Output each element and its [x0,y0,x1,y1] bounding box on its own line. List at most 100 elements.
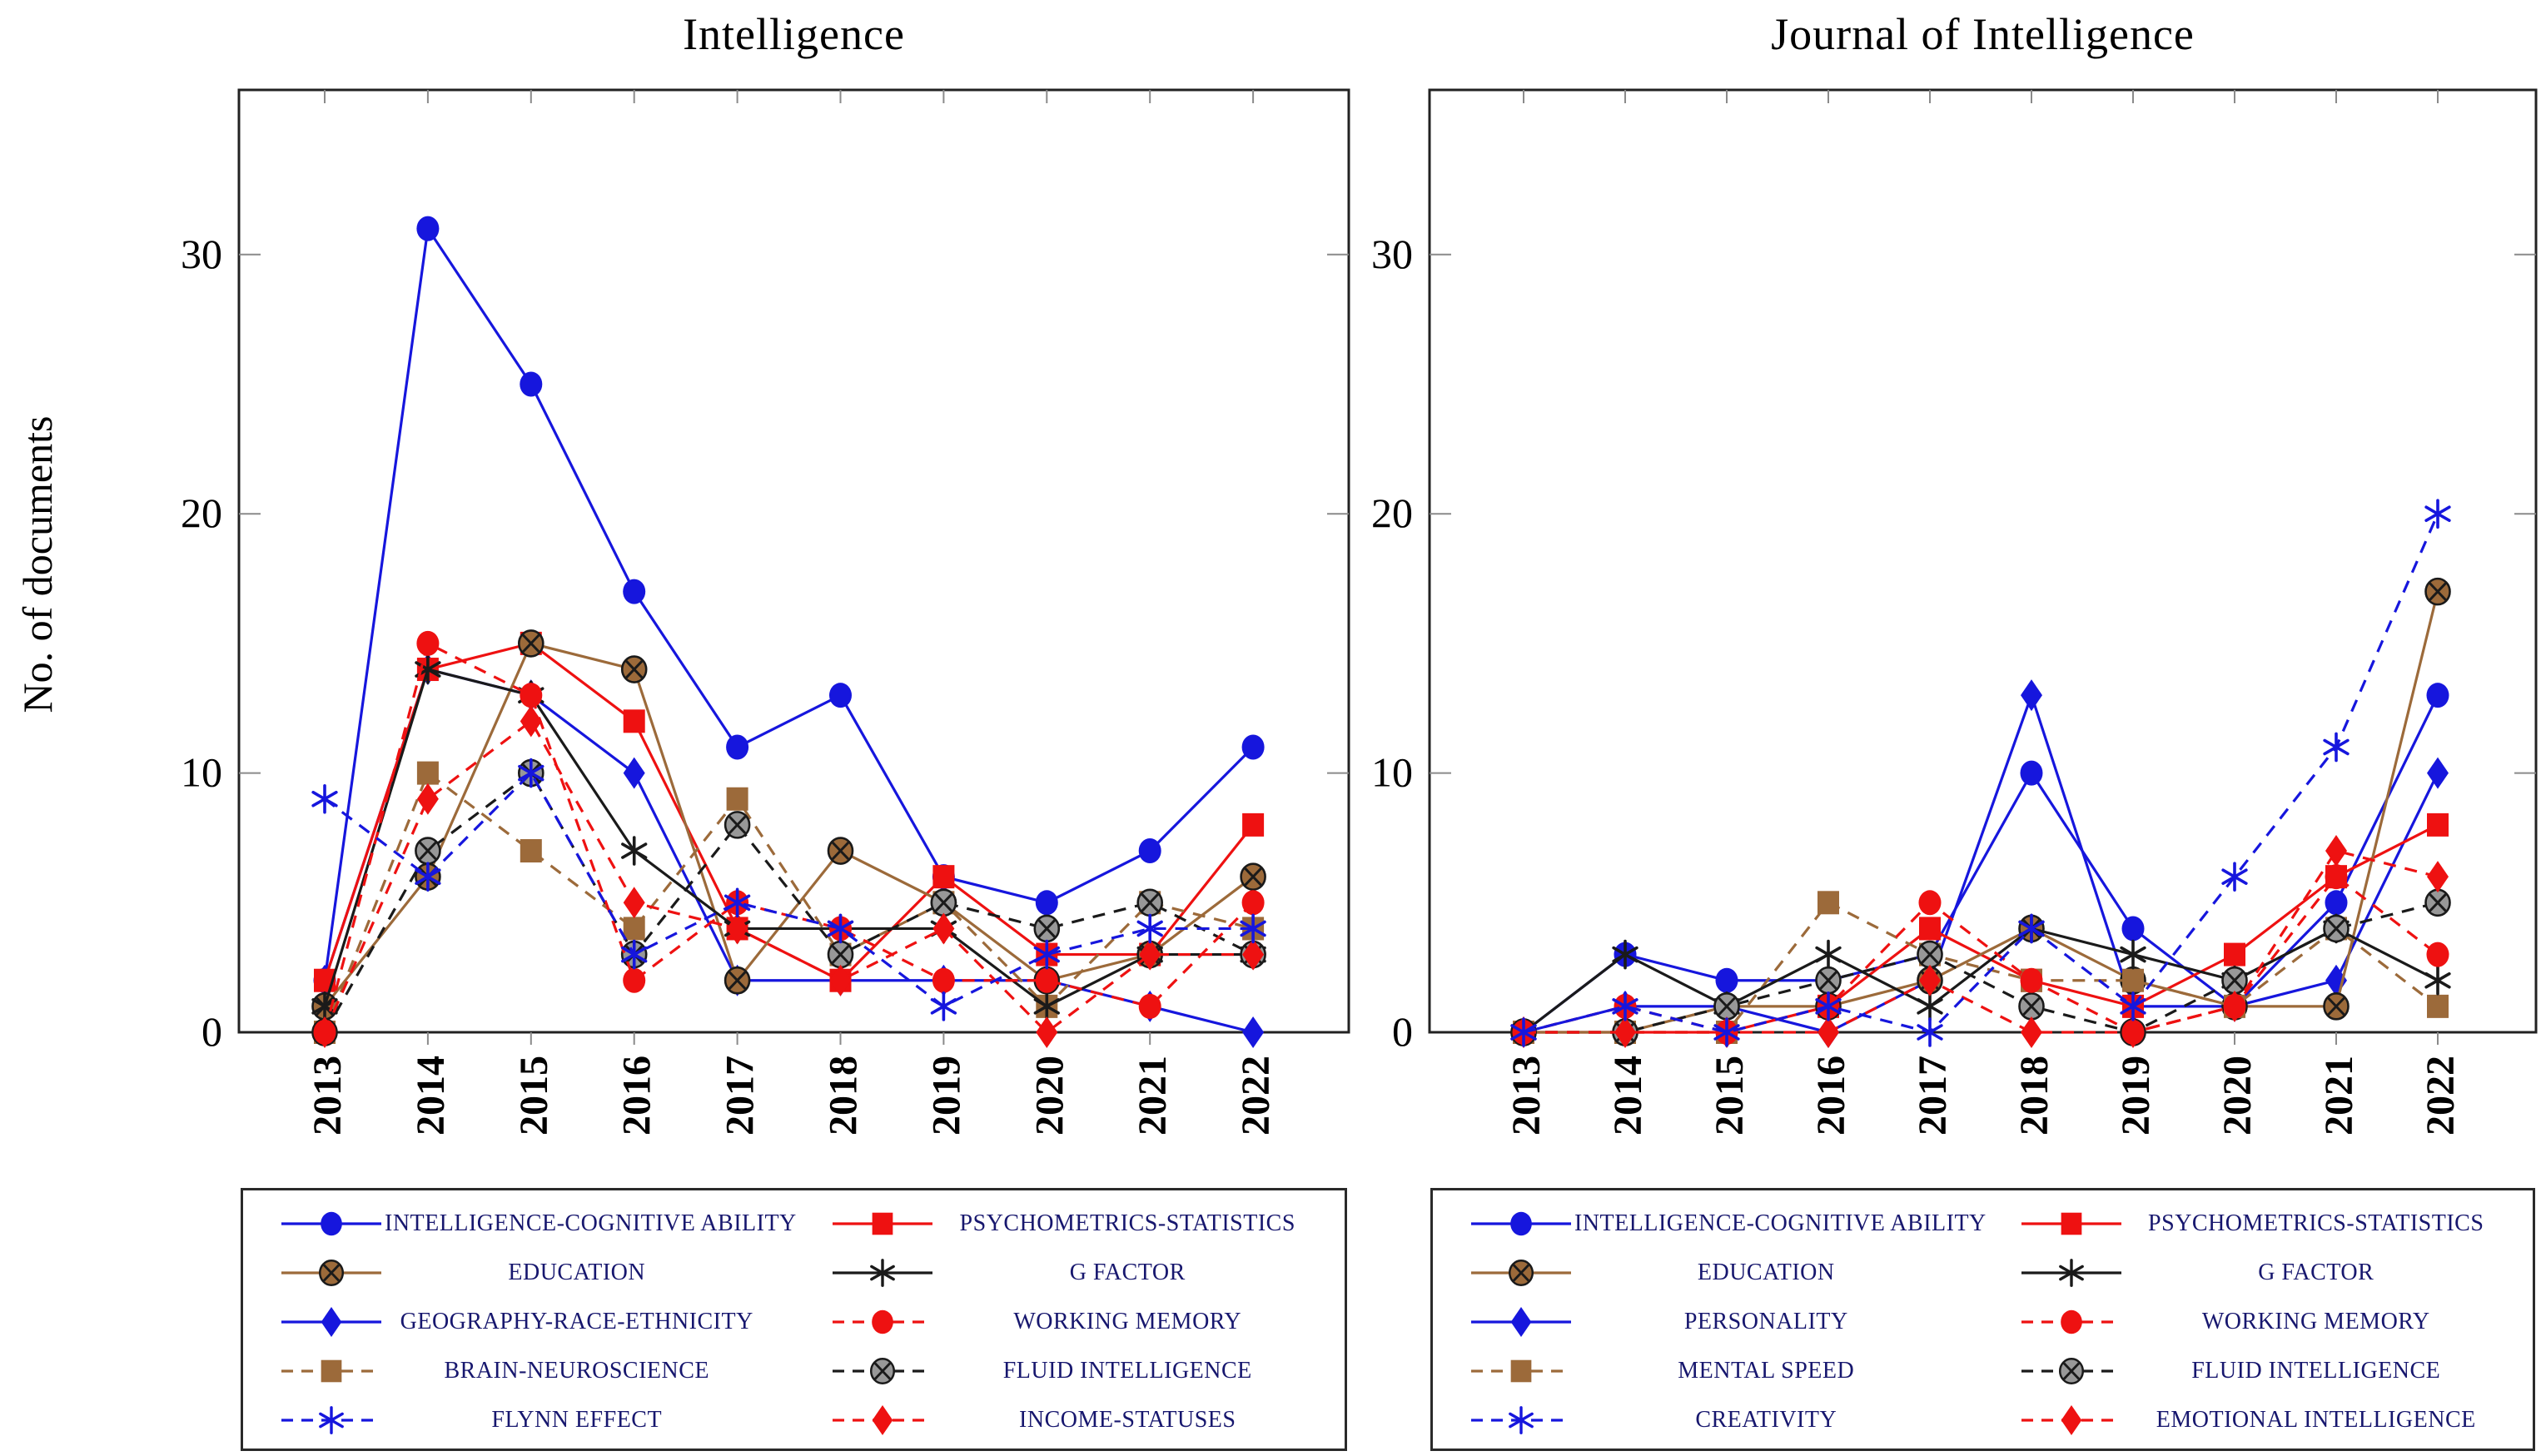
legend-entry: CREATIVITY [1433,1395,1983,1444]
series-line [323,771,1254,1033]
data-point-marker [2224,942,2245,967]
legend-entry: INCOME-STATUSES [794,1395,1345,1444]
legend-label: EMOTIONAL INTELLIGENCE [2156,1406,2476,1433]
legend-label: WORKING MEMORY [1013,1308,1242,1334]
series-line [323,668,1254,1008]
series-fluid-intelligence [311,758,1266,1046]
x-tick-label: 2017 [1911,1056,1955,1135]
legend-swatch-star-icon [281,1405,381,1434]
data-point-marker [2221,862,2248,892]
data-point-marker [2021,1016,2042,1048]
data-point-marker [1035,967,1058,993]
right-chart-legend: INTELLIGENCE-COGNITIVE ABILITY EDUCATION P… [1430,1188,2535,1451]
series-line [323,668,1254,1034]
legend-label: FLUID INTELLIGENCE [1002,1357,1252,1384]
chart-1: 2013 2014 2015 2016 2017 2018 2019 2020 2021 2022… [1371,88,2538,1135]
y-tick-label: 0 [201,1008,222,1055]
data-point-marker [314,1016,336,1048]
data-point-marker [621,836,648,866]
y-tick-label: 30 [181,231,222,277]
series-line [1523,694,2439,1034]
legend-label: PSYCHOMETRICS-STATISTICS [959,1210,1295,1236]
series-working-memory [313,630,1265,1045]
legend-marker-icon [321,1306,342,1337]
legend-marker-icon [869,1258,895,1287]
data-point-marker [1715,967,1738,993]
legend-label: MENTAL SPEED [1678,1357,1855,1384]
data-point-marker [724,887,751,918]
legend-swatch-diamond-icon [1471,1306,1571,1337]
data-point-marker [620,655,648,683]
legend-swatch-circle-x-icon [832,1357,932,1384]
x-tick-label: 2014 [1606,1056,1650,1135]
series-income-statuses [314,705,1265,1048]
legend-column: PSYCHOMETRICS-STATISTICS G FACTOR WORKING … [794,1199,1345,1449]
legend-swatch-square-icon [832,1212,932,1235]
series-line [1523,691,2439,1034]
data-point-marker [1815,939,1842,970]
data-point-marker [623,709,645,733]
legend-marker-icon [319,1405,344,1434]
data-point-marker [520,705,542,738]
legend-label: PERSONALITY [1683,1308,1848,1334]
legend-label: G FACTOR [1069,1259,1186,1285]
legend-label: CREATIVITY [1695,1406,1837,1433]
legend-marker-icon [1510,1306,1532,1337]
legend-entry: EMOTIONAL INTELLIGENCE [1983,1395,2534,1444]
data-point-marker [1138,838,1161,864]
data-point-marker [416,216,440,241]
legend-swatch-circle-x-icon [2021,1357,2121,1384]
data-point-marker [2121,916,2145,942]
data-point-marker [1240,862,1266,891]
legend-swatch-square-icon [1471,1359,1571,1382]
legend-marker-icon [1510,1211,1532,1235]
data-point-marker [2018,913,2045,944]
legend-swatch-circle-x-icon [1471,1259,1571,1286]
x-tick-label: 2022 [2419,1056,2463,1135]
left-chart-title: Intelligence [683,9,905,59]
data-point-marker [827,837,854,865]
legend-marker-icon [872,1404,893,1435]
series-education [1510,577,2451,1046]
data-point-marker [1035,890,1058,916]
data-point-marker [2020,967,2043,993]
legend-entry: PERSONALITY [1433,1297,1983,1346]
data-point-marker [2021,679,2042,712]
legend-column: INTELLIGENCE-COGNITIVE ABILITY EDUCATION G… [243,1199,796,1449]
data-point-marker [827,940,854,969]
data-point-marker [2122,968,2144,992]
legend-entry: PSYCHOMETRICS-STATISTICS [794,1199,1345,1248]
legend-entry: G FACTOR [1983,1248,2534,1297]
legend-entry: FLYNN EFFECT [243,1395,794,1444]
legend-swatch-diamond-icon [832,1404,932,1435]
legend-marker-icon [2058,1258,2084,1287]
series-line [324,770,1254,1008]
legend-swatch-star-icon [2021,1258,2121,1287]
legend-label: FLYNN EFFECT [491,1406,663,1433]
series-line [1524,823,2439,1034]
x-tick-label: 2018 [822,1056,866,1135]
data-point-marker [520,371,543,397]
data-point-marker [1033,914,1061,943]
data-point-marker [829,683,852,708]
series-line [1524,849,2439,1034]
series-flynn-effect [311,758,1266,1021]
right-chart-title: Journal of Intelligence [1771,9,2195,59]
data-point-marker [623,967,646,993]
data-point-marker [1242,1016,1265,1048]
data-point-marker [827,913,854,944]
legend-entry: GEOGRAPHY-RACE-ETHNICITY [243,1297,794,1346]
data-point-marker [1614,1016,1636,1048]
legend-entry: WORKING MEMORY [1983,1297,2534,1346]
data-point-marker [623,579,646,604]
data-point-marker [724,966,751,995]
y-tick-label: 20 [1371,489,1413,536]
data-point-marker [1242,812,1265,837]
x-tick-label: 2016 [1809,1056,1853,1135]
series-brain-neuroscience [314,761,1265,1044]
series-psychometrics-statistics [1513,812,2449,1044]
data-point-marker [415,837,441,865]
data-point-marker [2221,966,2248,995]
data-point-marker [726,912,748,945]
legend-marker-icon [318,1259,345,1286]
